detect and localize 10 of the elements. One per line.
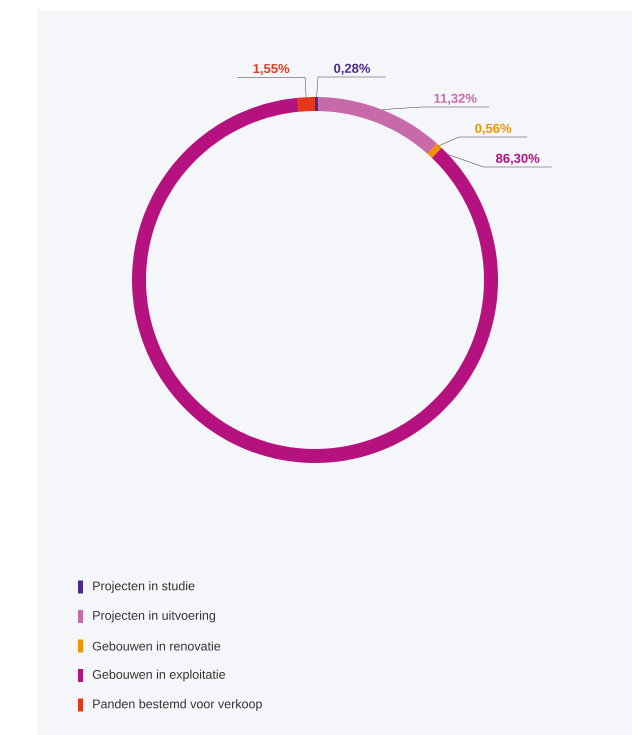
legend-label: Projecten in studie [93,581,194,593]
data-label: 1,55% [254,64,290,76]
legend-label: Gebouwen in renovatie [92,641,220,651]
legend-label: Panden bestemd voor verkoop [93,699,262,711]
legend-label: Projecten in uitvoering [93,610,216,622]
data-label: 11,32% [434,94,477,105]
data-label: 0,56% [475,124,512,135]
data-label: 86,30% [496,154,540,165]
legend-label: Gebouwen in exploitatie [92,670,226,682]
data-label: 0,28% [334,64,370,75]
